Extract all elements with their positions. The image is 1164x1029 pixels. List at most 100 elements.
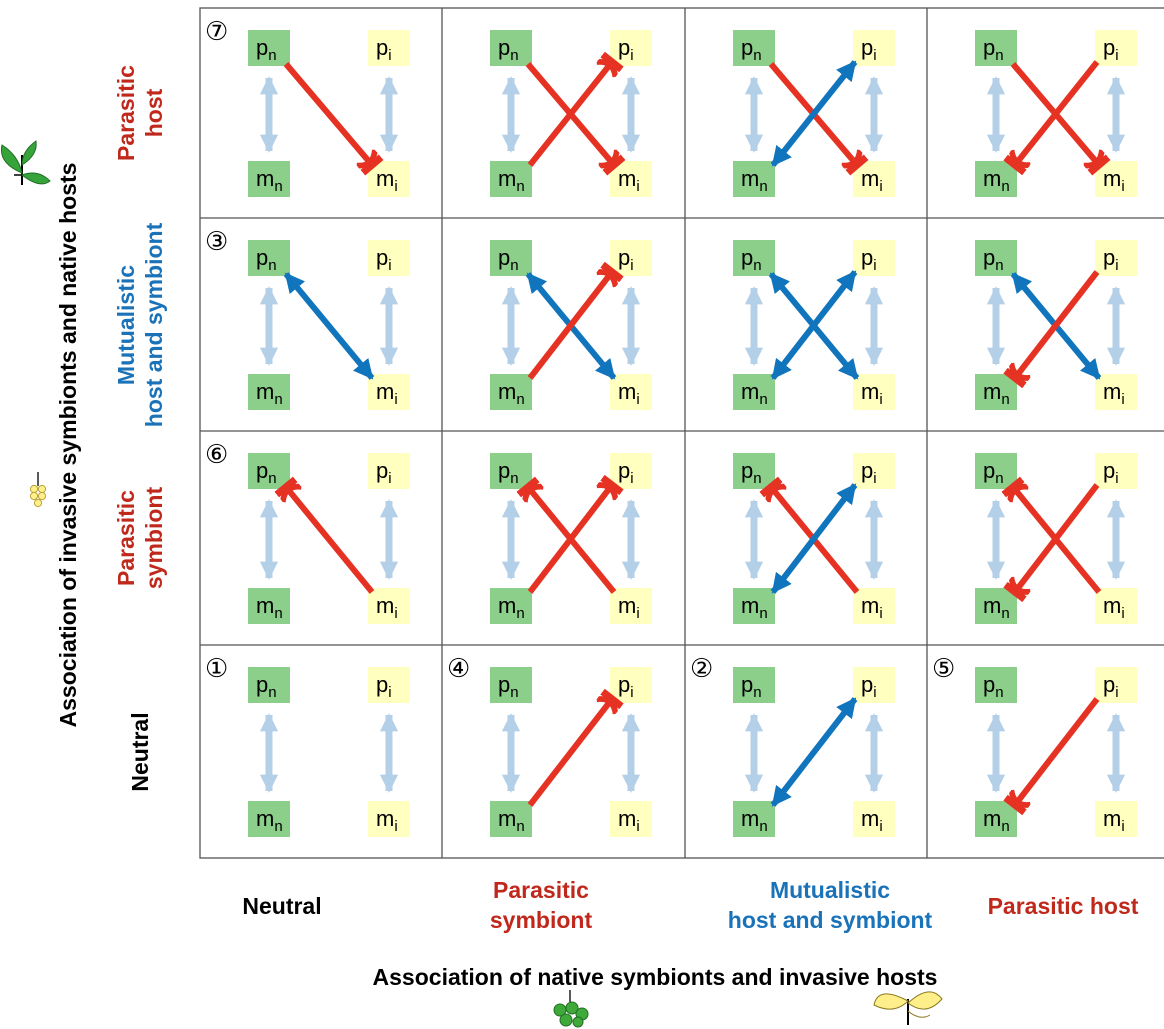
node-pi-box [1095,240,1137,276]
node-pn-box [733,667,775,703]
node-mi-label: mi [376,806,398,835]
node-pi-box [368,453,410,489]
x-relation-mutualistic-arrow [770,60,858,167]
node-mn-label: mn [498,806,525,835]
y-axis-title: Association of invasive symbionts and na… [55,163,81,728]
x-relation-parasitic-arrow [1015,483,1100,592]
node-pi-box [853,667,895,703]
x-relation-mutualistic-arrow [770,697,858,807]
node-mn-label: mn [741,379,768,408]
x-relation-parasitic-arrow [527,62,612,167]
invasive-host-plant-icon [873,991,943,1025]
x-column-label-3: Parasitic host [988,893,1139,919]
node-pn-label: pn [498,672,519,701]
node-pi-box [368,30,410,66]
node-pn-box [248,30,290,66]
node-mi-box [853,801,895,837]
cell-number-label: ⑤ [932,654,955,684]
node-mi-box [1095,801,1137,837]
node-pn-box [248,240,290,276]
node-mi-label: mi [861,379,883,408]
node-mi-label: mi [861,593,883,622]
node-pi-label: pi [861,245,877,274]
node-pn-box [975,30,1017,66]
node-mn-label: mn [741,806,768,835]
x-relation-mutualistic-arrow [770,483,858,594]
node-mn-box [490,161,532,197]
node-pn-label: pn [983,458,1004,487]
cell-r3-c0: pn pi mn mi ① [205,654,410,837]
node-mi-box [368,801,410,837]
node-pi-box [1095,453,1137,489]
node-pn-label: pn [741,672,762,701]
node-pi-label: pi [376,245,392,274]
node-pi-label: pi [1103,245,1119,274]
cell-r1-c3: pn pi mn mi [975,240,1137,410]
cell-number-label: ④ [447,654,470,684]
node-mn-label: mn [256,166,283,195]
node-pi-label: pi [861,672,877,701]
node-mi-label: mi [618,593,640,622]
node-mi-label: mi [1103,379,1125,408]
node-mn-box [490,374,532,410]
node-pi-box [853,240,895,276]
cell-r2-c2: pn pi mn mi [733,453,895,624]
node-mn-label: mn [498,593,525,622]
node-pi-box [1095,667,1137,703]
node-mi-label: mi [376,379,398,408]
x-relation-parasitic-arrow [1015,60,1100,165]
node-mn-box [733,374,775,410]
node-mn-label: mn [256,593,283,622]
invasive-symbiont-icon [29,472,47,508]
node-mn-label: mn [256,379,283,408]
node-mn-box [733,588,775,624]
node-mi-box [610,374,652,410]
cell-number-label: ⑥ [205,440,228,470]
node-mn-box [248,588,290,624]
y-row-label-3: Neutral [127,712,153,791]
node-mn-box [490,801,532,837]
node-pi-label: pi [376,672,392,701]
native-symbiont-icon [553,990,589,1028]
node-mi-box [1095,588,1137,624]
y-axis-row-labels: Parasitichost Mutualistichost and symbion… [113,65,167,792]
x-relation-parasitic-arrow [527,485,612,594]
cell-number-label: ② [690,654,713,684]
node-pi-label: pi [376,35,392,64]
node-pi-box [853,453,895,489]
node-pn-label: pn [256,35,277,64]
node-mi-label: mi [618,806,640,835]
node-pi-label: pi [861,458,877,487]
x-axis-column-labels: Neutral Parasitic symbiont Mutualistic host … [242,877,1138,933]
node-mn-label: mn [498,379,525,408]
node-pn-label: pn [256,245,277,274]
x-column-label-1: Parasitic symbiont [490,877,593,933]
node-mn-label: mn [983,379,1010,408]
node-pn-label: pn [256,672,277,701]
node-mn-label: mn [983,806,1010,835]
node-mn-label: mn [741,593,768,622]
matrix-grid [199,7,1164,859]
y-relation-mutualistic-arrow [283,272,375,380]
node-pn-box [490,240,532,276]
y-relation-parasitic-arrow [283,62,372,165]
node-mn-box [490,588,532,624]
node-mn-box [248,161,290,197]
x-relation-parasitic-arrow [527,699,612,807]
node-pn-box [975,667,1017,703]
node-mn-box [248,801,290,837]
node-pn-box [733,30,775,66]
node-pn-label: pn [498,35,519,64]
cell-r3-c3: pn pi mn mi ⑤ [932,654,1137,837]
node-mi-box [853,374,895,410]
node-mn-label: mn [983,166,1010,195]
node-pn-label: pn [983,672,1004,701]
x-column-label-0: Neutral [242,893,321,919]
node-mn-label: mn [741,166,768,195]
